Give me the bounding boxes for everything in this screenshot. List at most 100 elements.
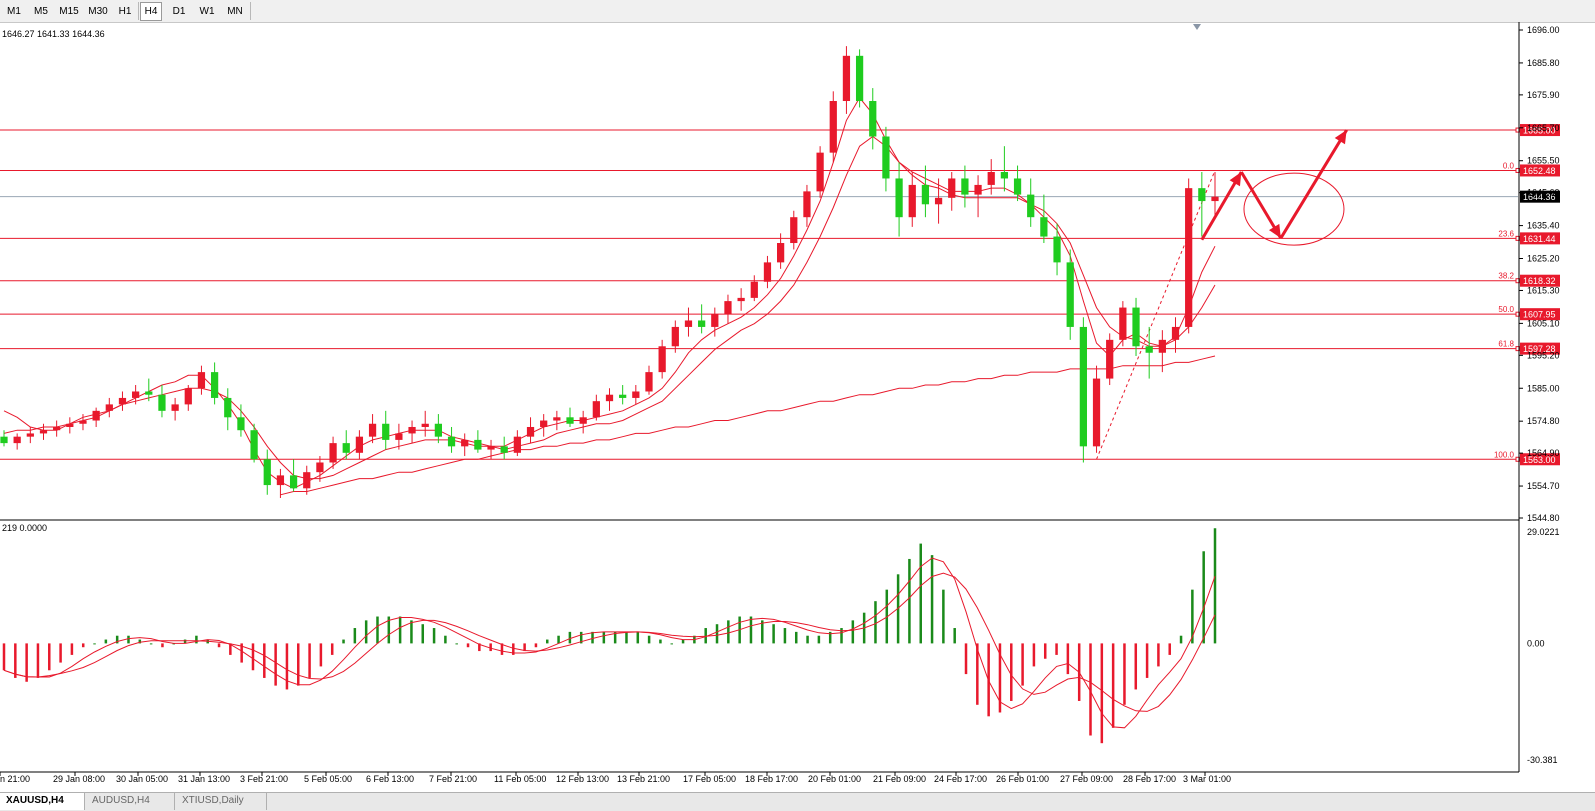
candle: [934, 178, 943, 224]
timeframe-h4[interactable]: H4: [140, 2, 162, 21]
candle-body: [592, 401, 600, 418]
time-tick-label: 3 Feb 21:00: [240, 774, 288, 784]
candle-body: [842, 55, 851, 102]
macd-bar: [183, 639, 187, 644]
candle-body: [1040, 217, 1048, 237]
price-tick-label: 1595.20: [1527, 350, 1560, 360]
macd-bar: [127, 635, 130, 644]
chart-tab-audusd[interactable]: AUDUSD,H4: [86, 793, 175, 810]
candle-body: [961, 178, 969, 195]
candle: [526, 417, 535, 444]
indicator-tick-label: 0.00: [1527, 638, 1545, 648]
moving-average-line: [3, 135, 1216, 480]
candle: [842, 46, 851, 114]
candle-body: [263, 459, 271, 486]
level-price-label: 1618.32: [1523, 276, 1556, 286]
time-tick-label: 5 Feb 05:00: [304, 774, 352, 784]
timeframe-m1[interactable]: M1: [7, 6, 21, 17]
candle: [26, 426, 34, 444]
macd-signal-line: [3, 557, 1216, 729]
chart-tab-xauusd[interactable]: XAUUSD,H4: [0, 793, 85, 810]
candle: [1079, 317, 1087, 463]
candle: [237, 404, 245, 437]
timeframe-w1[interactable]: W1: [199, 6, 215, 17]
macd-bar: [410, 620, 413, 644]
candle: [698, 304, 706, 334]
macd-bar: [342, 639, 345, 644]
macd-bar: [919, 543, 922, 644]
candle: [158, 385, 166, 418]
candle-body: [645, 372, 653, 392]
macd-bar: [659, 639, 662, 644]
macd-bar: [557, 635, 560, 644]
candle: [250, 423, 258, 463]
candle: [921, 165, 930, 218]
candle-body: [1079, 326, 1087, 447]
timeframe-m5[interactable]: M5: [34, 6, 48, 17]
candle: [368, 414, 377, 444]
candle: [579, 410, 587, 434]
time-tick-label: 28 Feb 17:00: [1123, 774, 1176, 784]
macd-bar: [421, 624, 425, 644]
timeframe-m30[interactable]: M30: [88, 6, 108, 17]
candle-body: [698, 320, 706, 327]
candle: [987, 159, 995, 195]
price-tick-label: 1696.00: [1527, 25, 1560, 35]
candle: [79, 414, 87, 431]
price-tick-label: 1605.10: [1527, 318, 1560, 328]
macd-bar: [806, 635, 809, 644]
candle-body: [118, 397, 127, 405]
level-price-label: 1607.95: [1523, 310, 1556, 320]
level-handle: [1515, 235, 1521, 241]
candle: [671, 320, 679, 353]
candle: [829, 91, 837, 163]
macd-bar: [48, 643, 51, 671]
fib-label: 50.0: [1498, 305, 1514, 314]
macd-bar: [1089, 643, 1092, 736]
candle-body: [1053, 236, 1061, 263]
moving-average-line: [3, 96, 1216, 489]
candle-body: [500, 446, 508, 453]
level-price-label: 1665.00: [1523, 126, 1556, 136]
price-tick-label: 1585.00: [1527, 383, 1560, 393]
indicator-tick-label: -30.381: [1527, 755, 1558, 765]
price-chart[interactable]: 1665.001652.480.01631.4423.61618.3238.21…: [0, 22, 1595, 792]
macd-bar: [613, 631, 617, 644]
candle: [395, 423, 403, 450]
level-price-label: 1563.00: [1523, 455, 1556, 465]
time-tick-label: 27 Feb 09:00: [1060, 774, 1113, 784]
macd-bar: [466, 643, 470, 648]
timeframe-m15[interactable]: M15: [59, 6, 79, 17]
candle-body: [329, 443, 337, 463]
arrow-head: [1269, 223, 1281, 239]
candle: [145, 378, 153, 402]
candle: [711, 307, 719, 337]
macd-bar: [59, 643, 62, 663]
candle: [658, 339, 666, 379]
time-tick-label: 18 Feb 17:00: [745, 774, 798, 784]
macd-bar: [70, 643, 74, 655]
price-tick-label: 1675.90: [1527, 90, 1560, 100]
price-tick-label: 1554.70: [1527, 481, 1560, 491]
candle-body: [1185, 188, 1193, 327]
timeframe-h1[interactable]: H1: [118, 6, 132, 17]
chart-tab-xtiusd[interactable]: XTIUSD,Daily: [176, 793, 267, 810]
timeframe-mn[interactable]: MN: [227, 6, 243, 17]
level-handle: [1515, 346, 1521, 352]
candle: [750, 275, 758, 302]
macd-bar: [1134, 643, 1138, 690]
timeframe-d1[interactable]: D1: [172, 6, 186, 17]
level-price-box: [1520, 124, 1560, 137]
macd-bar: [579, 631, 583, 644]
level-lines: 1665.00 1652.48 0.0 1631.44 23.6 1618.32 38.2 1…: [0, 24, 1560, 466]
candle: [961, 165, 969, 208]
price-tick-label: 1615.30: [1527, 285, 1560, 295]
macd-bar: [229, 643, 232, 655]
macd-bar: [1021, 643, 1024, 686]
candle: [790, 210, 798, 250]
macd-bar: [297, 643, 300, 686]
candle-body: [132, 391, 140, 398]
candle: [553, 410, 561, 431]
candle: [855, 49, 864, 108]
candle-body: [948, 178, 956, 198]
